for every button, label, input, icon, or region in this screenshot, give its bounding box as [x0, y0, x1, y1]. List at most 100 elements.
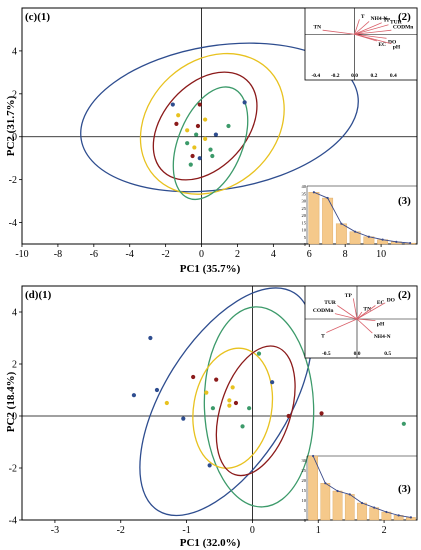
confidence-ellipse-blue: [80, 42, 359, 193]
sample-point-green: [401, 421, 406, 426]
scree-point: [395, 240, 398, 243]
x-tick-label: -10: [15, 249, 28, 260]
scree-y-tick-label: 40: [302, 184, 307, 189]
loading-vector-label: pH: [377, 322, 385, 328]
sample-point-blue: [207, 463, 212, 468]
sample-point-blue: [148, 335, 153, 341]
y-axis-label-c: PC2 (31.7%): [5, 95, 17, 156]
scree-point: [385, 510, 388, 514]
sample-point-yellow: [176, 113, 181, 118]
loading-vector-label: TN: [363, 306, 371, 312]
loading-vector: [354, 29, 392, 35]
loading-vector-label: NH4-N: [371, 16, 388, 22]
x-tick-label: -4: [126, 249, 134, 260]
y-ticks-c: -4 -2 0 2 4: [9, 46, 22, 229]
scree-bar: [335, 223, 347, 245]
scree-point: [348, 493, 351, 496]
y-tick-label: 2: [12, 89, 17, 100]
sample-point-red: [190, 153, 195, 159]
x-tick-label: 2: [235, 249, 240, 260]
scree-y-tick-label: 15: [302, 488, 307, 493]
panel-d: -3 -2 -1 0 1 2 -4 -2 0 2 4 (d)(1) PC1 (32.0%) PC2…: [5, 285, 418, 549]
loading-vector: [337, 305, 358, 320]
loading-vector: [354, 22, 382, 35]
loadings-inset-d: (2) TUR TP CODMn TN EC DO pH T NH4-N -0.5 0.0 0.5: [304, 285, 418, 359]
scree-y-tick-label: 20: [302, 213, 307, 218]
y-axis-label-d: PC2 (18.4%): [5, 371, 17, 432]
sample-point-blue: [154, 387, 160, 393]
x-tick-label: 8: [343, 249, 348, 260]
loading-vector-label: CODMn: [393, 25, 413, 31]
scree-line: [313, 191, 411, 244]
panel-label-c: (c)(1): [25, 11, 50, 23]
sample-point-red: [319, 411, 324, 416]
scree-line-c: [312, 191, 412, 245]
y-tick-label: -2: [9, 464, 17, 475]
sample-point-blue: [131, 393, 137, 398]
x-tick-label: 10: [376, 249, 386, 260]
scree-point: [340, 222, 343, 225]
loading-vector-label: T: [361, 14, 365, 20]
loading-vector: [356, 318, 373, 334]
sample-point-blue: [170, 102, 175, 107]
plot-frame-d: [21, 285, 418, 521]
loading-vector: [356, 318, 376, 322]
sample-point-red: [233, 400, 239, 406]
scree-y-tick-label: 25: [302, 206, 307, 211]
loading-vector-label: DO: [387, 297, 396, 303]
panel-c: -10 -8 -6 -4 -2 0 2 4 6 8 10 -4 -2 0 2 4 (c)(1) PC1 (3…: [5, 7, 418, 275]
y-tick-label: 0: [12, 412, 17, 423]
confidence-ellipse-red: [152, 71, 258, 181]
loadings-x-tick-label: 0.4: [390, 73, 397, 79]
sample-point-yellow: [227, 398, 232, 403]
scree-line-d: [312, 454, 412, 519]
sample-point-blue: [213, 132, 219, 137]
x-tick-label: -6: [90, 249, 98, 260]
loadings-vectors-d: TUR TP CODMn TN EC DO pH T NH4-N: [313, 293, 396, 340]
scree-ticks-d: 0 5 10 15 20 25 30: [302, 456, 308, 523]
scree-bar: [332, 490, 343, 521]
scree-inset-label-c: (3): [398, 195, 411, 207]
loading-vector: [356, 311, 363, 320]
y-ticks-d: -4 -2 0 2 4: [9, 308, 22, 527]
loading-vector-label: TUR: [390, 19, 403, 25]
scree-bar: [369, 507, 380, 521]
points-d: [131, 335, 406, 468]
scree-y-tick-label: 10: [302, 228, 307, 233]
sample-point-blue: [270, 380, 275, 385]
scree-y-tick-label: 20: [302, 478, 307, 483]
scree-point: [326, 196, 329, 200]
axis-lines-d: [22, 286, 417, 520]
loading-vector-label: TN: [313, 25, 321, 31]
x-tick-label: 4: [271, 249, 276, 260]
scree-y-tick-label: 0: [304, 242, 307, 247]
loadings-x-tick-label: 0.0: [354, 351, 361, 357]
x-tick-label: 1: [316, 525, 321, 536]
scree-y-tick-label: 5: [304, 235, 307, 240]
scree-bar: [344, 494, 355, 521]
sample-point-yellow: [192, 145, 197, 150]
scree-point: [409, 516, 412, 519]
scree-point: [373, 506, 376, 509]
confidence-ellipse-blue: [139, 287, 313, 517]
loading-vector-label: TUR: [324, 300, 337, 306]
loadings-x-tick-label: -0.2: [331, 73, 340, 79]
ellipses-c: [80, 42, 359, 201]
scree-y-tick-label: 15: [302, 220, 307, 225]
scree-y-tick-label: 5: [304, 508, 307, 513]
confidence-ellipse-green: [172, 86, 249, 201]
loading-vector-label: NH4-N: [374, 334, 391, 340]
y-tick-label: 4: [12, 308, 17, 319]
sample-point-blue: [181, 416, 186, 421]
scree-bar: [349, 231, 361, 245]
confidence-ellipse-yellow: [192, 347, 274, 469]
scree-bars-d: [308, 455, 416, 521]
scree-ticks-c: 0 5 10 15 20 25 30 35 40: [302, 184, 308, 247]
loadings-x-tick-label: -0.5: [322, 351, 331, 357]
scree-point: [324, 482, 327, 485]
sample-point-blue: [197, 156, 202, 161]
panel-label-d: (d)(1): [25, 289, 52, 301]
x-tick-label: 0: [250, 525, 255, 536]
loading-vector-label: TP: [383, 17, 391, 23]
